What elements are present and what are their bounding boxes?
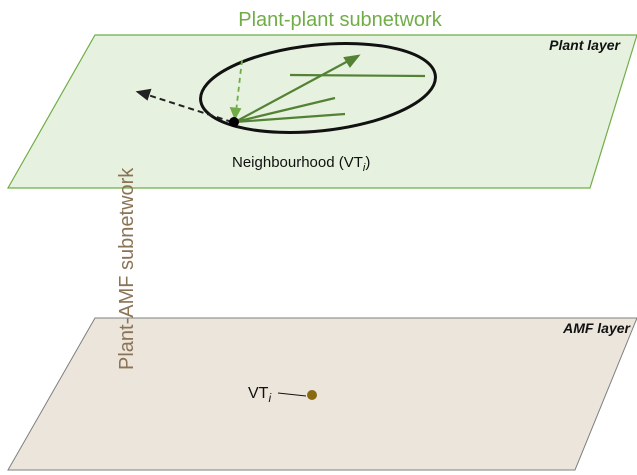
pointer — [277, 392, 307, 397]
neighbourhood-ellipse — [199, 41, 437, 135]
neighbourhood-label: Neighbourhood (VTi) — [232, 154, 370, 174]
text: Neighbourhood (VT — [232, 154, 363, 171]
plant-layer-label: Plant layer — [549, 37, 621, 53]
subscript: i — [268, 391, 271, 405]
arrowhead — [343, 54, 361, 68]
text: VT — [248, 385, 269, 402]
dashed-green — [229, 59, 243, 121]
focal-node-label: VTi — [248, 385, 271, 405]
amf-plane — [7, 317, 637, 471]
arrowhead — [135, 88, 152, 101]
text: ) — [365, 154, 370, 171]
arrow — [234, 96, 336, 124]
subscript: i — [363, 162, 366, 174]
side-label: Plant-AMF subnetwork — [116, 167, 138, 370]
amf-layer-label: AMF layer — [562, 320, 631, 336]
dashed-arrows — [135, 88, 233, 123]
arrow — [234, 112, 346, 124]
arrowhead — [229, 106, 242, 121]
plant-plane — [6, 34, 637, 189]
title: Plant-plant subnetwork — [238, 9, 442, 31]
focal-plant — [229, 117, 239, 127]
arrow — [234, 59, 351, 123]
focal-amf-node — [307, 390, 317, 400]
dashed-arrow — [147, 94, 233, 123]
arrow — [289, 73, 426, 78]
neighbour-arrows — [234, 54, 426, 124]
